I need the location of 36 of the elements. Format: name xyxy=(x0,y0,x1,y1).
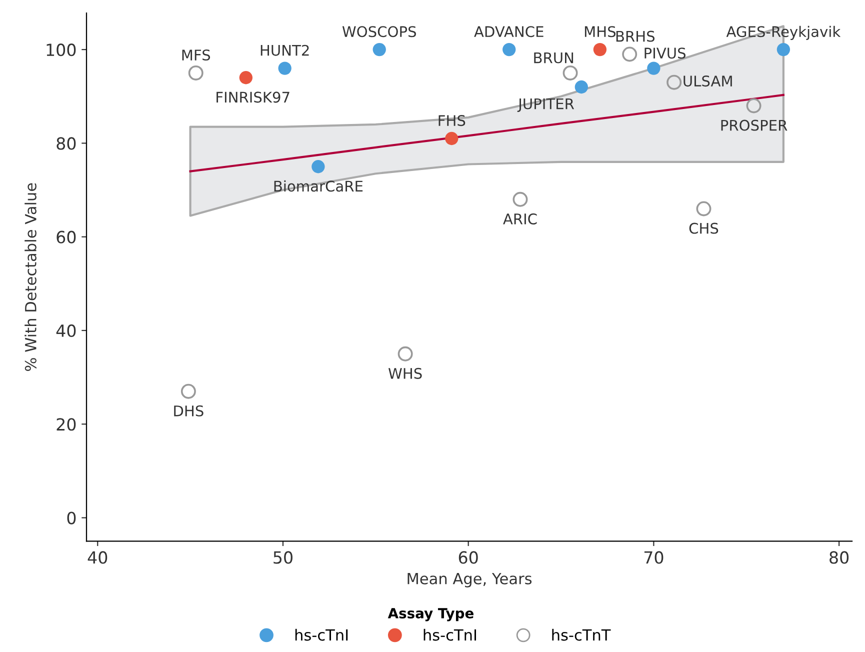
legend-label: hs-cTnI xyxy=(424,628,476,641)
annotation: WHS xyxy=(388,368,422,379)
y-tick-label: 60 xyxy=(56,230,76,244)
annotation: FINRISK97 xyxy=(216,92,290,103)
annotation: MHS xyxy=(584,26,616,38)
x-tick-label: 70 xyxy=(644,551,664,564)
x-tick-label: 60 xyxy=(458,551,478,564)
annotation: BiomarCaRE xyxy=(274,180,363,192)
x-tick-label: 80 xyxy=(830,551,849,564)
legend-title: Assay Type xyxy=(388,608,474,622)
annotation: CHS xyxy=(689,222,718,234)
annotation: BRUN xyxy=(534,52,574,64)
annotation: ADVANCE xyxy=(474,26,544,38)
annotation: AGES-Reykjavik xyxy=(726,26,841,40)
y-axis-title: % With Detectable Value xyxy=(24,183,36,371)
y-tick-label: 40 xyxy=(56,324,76,338)
annotation: BRHS xyxy=(616,30,655,42)
x-axis-title: Mean Age, Years xyxy=(408,573,532,588)
annotation: ARIC xyxy=(503,213,537,224)
annotation: HUNT2 xyxy=(260,44,309,56)
y-tick-label: 0 xyxy=(67,512,76,524)
x-tick-label: 40 xyxy=(88,551,108,564)
legend-label: hs-cTnT xyxy=(552,628,611,641)
legend-label: hs-cTnI xyxy=(295,628,348,641)
annotation: FHS xyxy=(438,115,466,126)
annotation: MFS xyxy=(182,50,210,61)
y-tick-label: 100 xyxy=(46,44,76,56)
annotation: PROSPER xyxy=(721,120,788,131)
y-tick-label: 20 xyxy=(56,418,76,431)
annotation: JUPITER xyxy=(517,98,574,112)
annotation: PIVUS xyxy=(644,48,686,59)
y-tick-label: 80 xyxy=(56,137,76,150)
annotation: ULSAM xyxy=(684,76,732,87)
annotation: DHS xyxy=(174,405,204,416)
annotation: WOSCOPS xyxy=(342,26,416,38)
x-tick-label: 50 xyxy=(274,551,292,564)
